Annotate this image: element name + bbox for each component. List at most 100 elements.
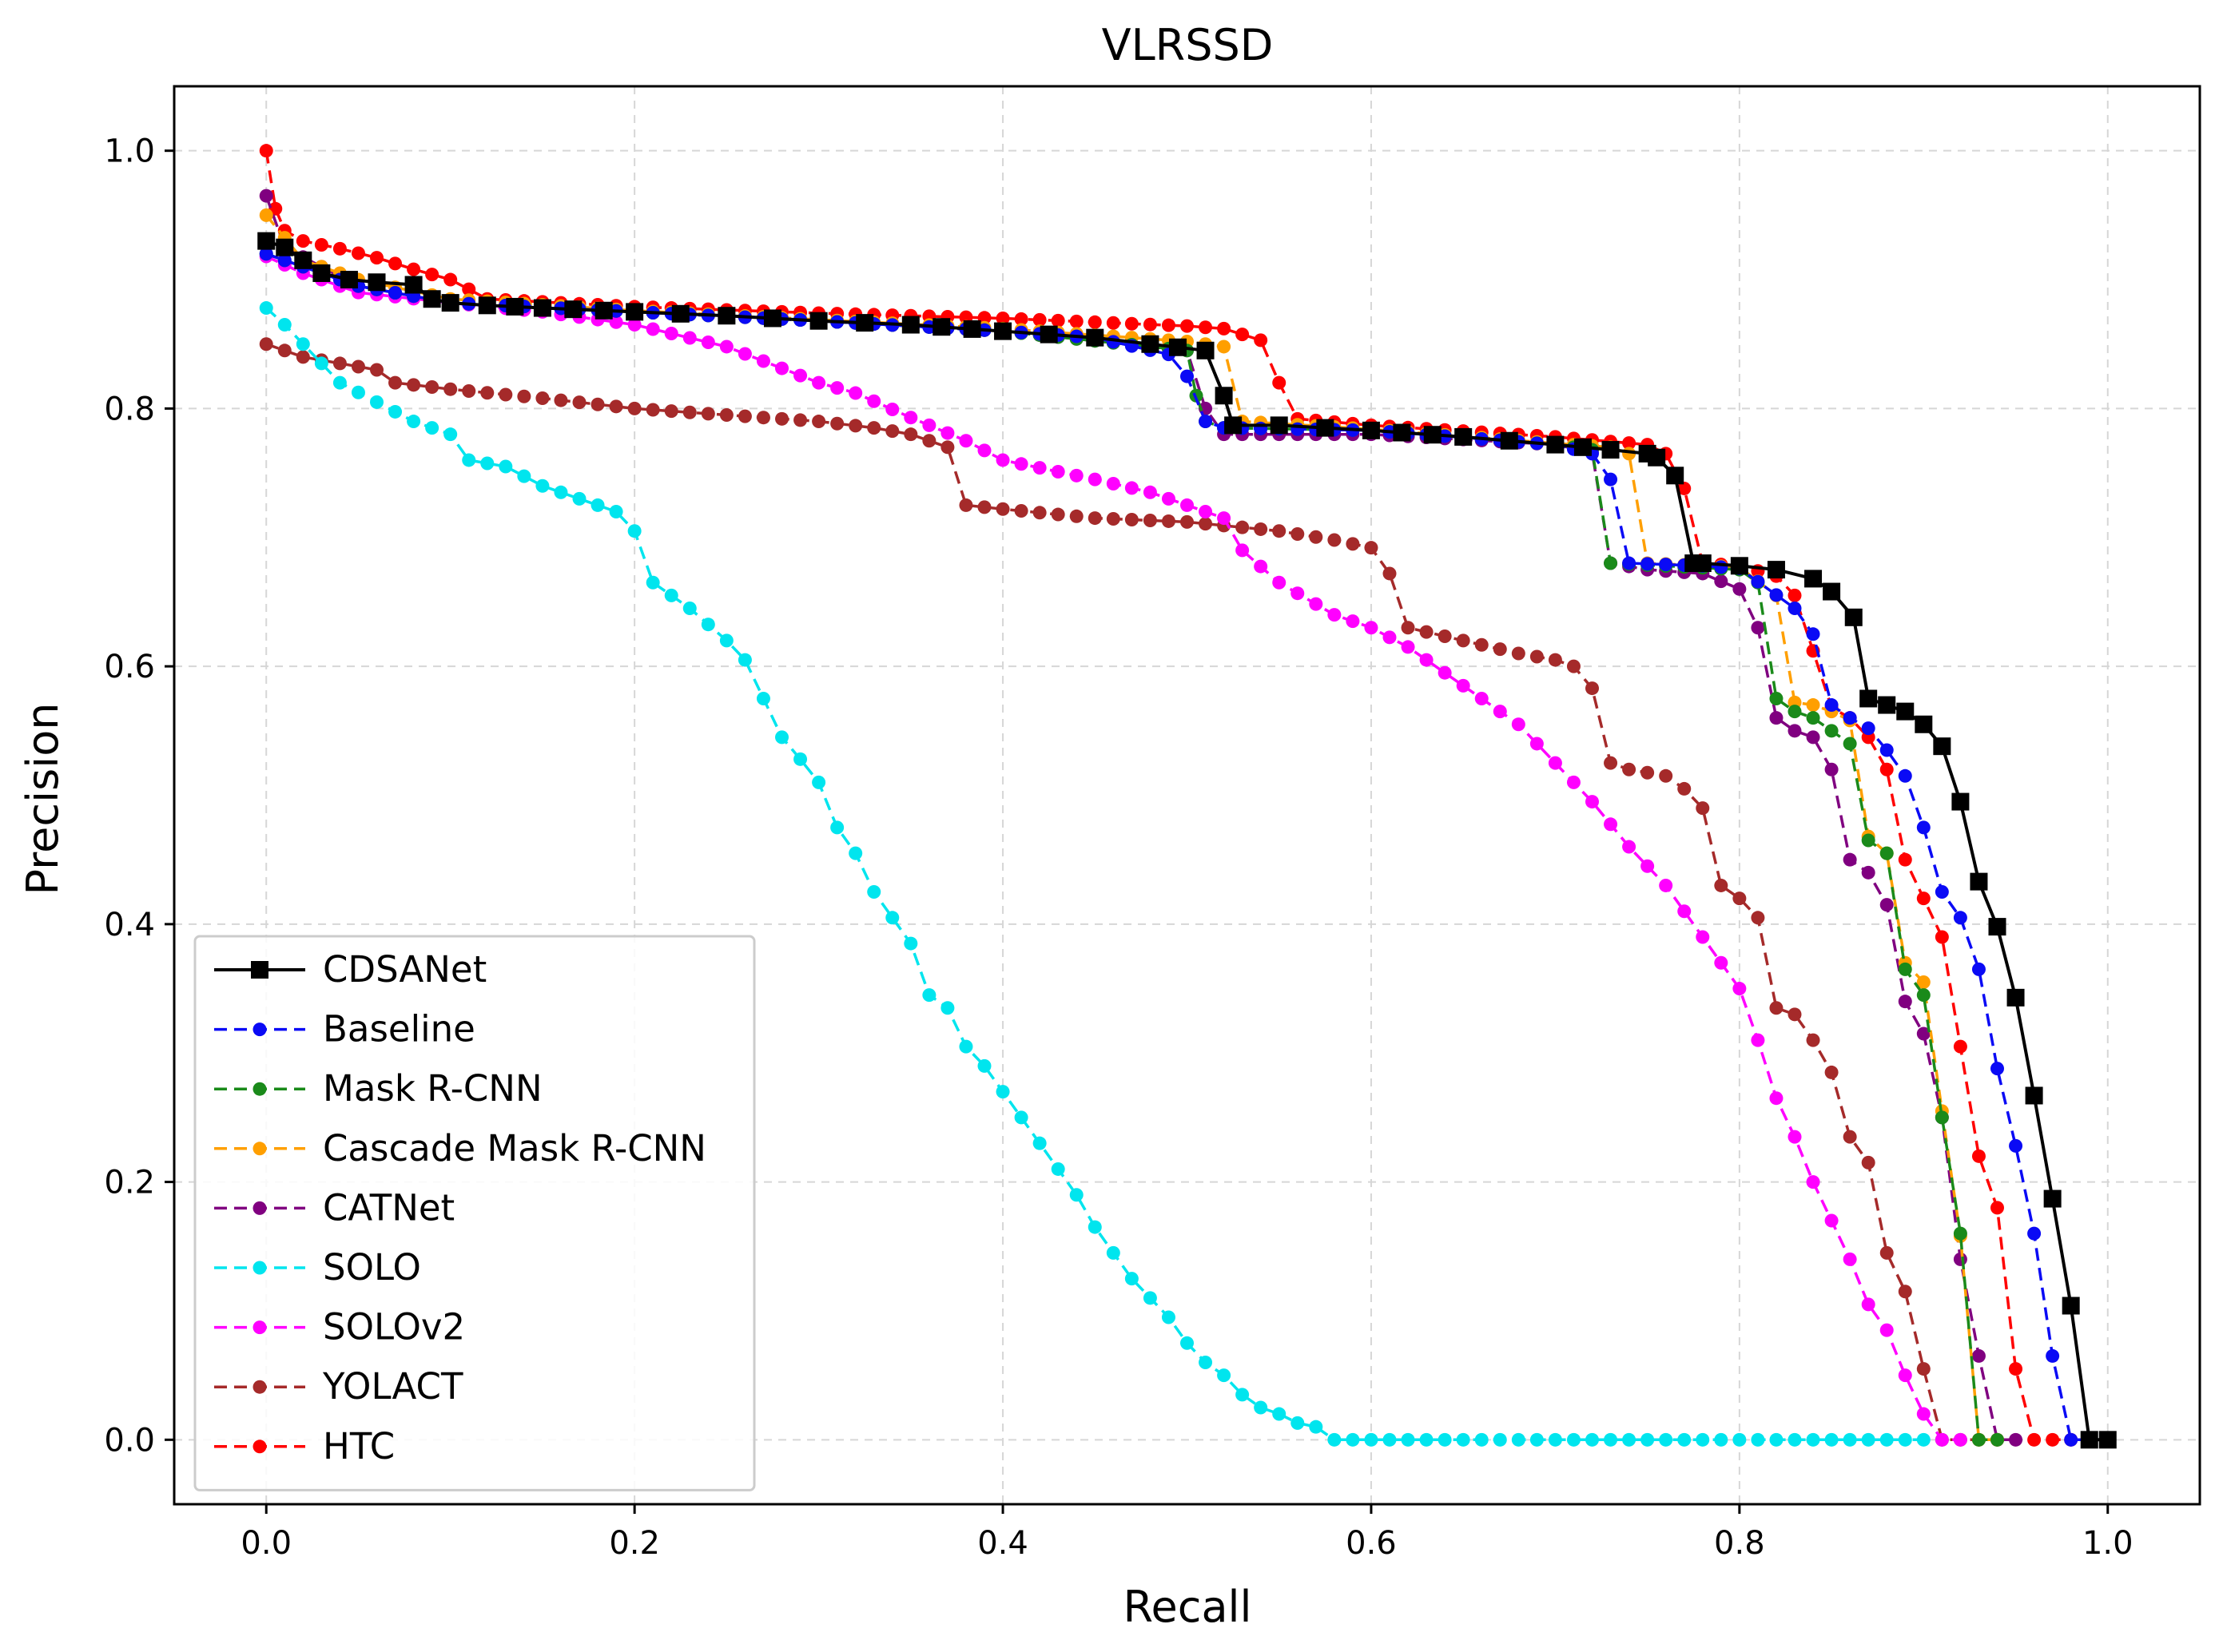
solo-point: [1051, 1162, 1065, 1176]
series-layer: [257, 144, 2117, 1449]
mask-r-cnn-point: [1824, 724, 1839, 738]
solov2-point: [1419, 653, 1434, 667]
solov2-point: [885, 402, 900, 416]
solov2-point: [609, 315, 623, 329]
solov2-point: [701, 335, 715, 349]
yolact-point: [867, 421, 881, 435]
cdsanet-point: [506, 297, 524, 316]
baseline-point: [1622, 556, 1636, 570]
baseline-point: [388, 286, 403, 300]
legend-marker-cdsanet: [251, 961, 268, 979]
baseline-point: [1879, 743, 1894, 757]
yolact-point: [738, 409, 752, 423]
cdsanet-point: [671, 304, 690, 323]
catnet-point: [1971, 1348, 1986, 1363]
solov2-point: [1511, 717, 1525, 732]
yolact-point: [830, 416, 845, 431]
solov2-point: [1327, 608, 1342, 622]
yolact-point: [1032, 506, 1047, 520]
cdsanet-point: [1648, 448, 1666, 467]
htc-point: [314, 237, 328, 252]
series-cdsanet: [257, 232, 2117, 1449]
solov2-point: [1898, 1368, 1912, 1383]
x-tick-label: 1.0: [2082, 1525, 2134, 1562]
yolact-point: [1529, 649, 1544, 664]
solov2-point: [1677, 904, 1692, 919]
yolact-point: [443, 382, 458, 396]
htc-point: [332, 241, 347, 256]
cdsanet-point: [1988, 918, 2006, 936]
solo-point: [1622, 1432, 1636, 1447]
solov2-point: [1106, 477, 1120, 491]
htc-point: [1180, 319, 1194, 333]
baseline-point: [1806, 627, 1820, 641]
htc-point: [1272, 375, 1286, 390]
x-tick-label: 0.0: [241, 1525, 292, 1562]
solov2-point: [1640, 859, 1655, 873]
solo-point: [609, 505, 623, 518]
yolact-point: [1290, 526, 1305, 541]
cdsanet-point: [478, 296, 496, 315]
cdsanet-point: [1573, 438, 1592, 456]
yolact-point: [646, 403, 660, 417]
solov2-point: [1732, 982, 1747, 996]
yolact-point: [1069, 509, 1084, 523]
mask-r-cnn-point: [1806, 711, 1820, 725]
solo-point: [1254, 1400, 1268, 1415]
htc-point: [370, 251, 384, 265]
yolact-point: [1456, 633, 1470, 648]
htc-point: [1088, 315, 1102, 329]
solov2-point: [1401, 640, 1415, 654]
solo-point: [977, 1058, 992, 1073]
cdsanet-point: [441, 294, 459, 312]
solov2-point: [1438, 665, 1452, 680]
baseline-point: [1843, 711, 1857, 725]
solov2-point: [1548, 756, 1562, 770]
htc-point: [1124, 316, 1139, 331]
yolact-point: [1861, 1155, 1875, 1170]
solo-point: [462, 453, 476, 467]
solov2-point: [1382, 630, 1397, 645]
yolact-point: [959, 498, 973, 512]
htc-point: [2046, 1432, 2060, 1447]
yolact-point: [627, 401, 642, 415]
solo-point: [1032, 1136, 1047, 1150]
solov2-point: [775, 361, 789, 375]
yolact-point: [425, 380, 439, 395]
solov2-point: [1622, 840, 1636, 854]
solov2-point: [1051, 464, 1065, 479]
yolact-point: [885, 424, 900, 439]
yolact-point: [332, 356, 347, 371]
solov2-point: [867, 394, 881, 408]
solov2-point: [793, 368, 808, 383]
legend-box: [193, 935, 756, 1491]
solov2-point: [1585, 795, 1599, 809]
yolact-point: [682, 405, 697, 419]
solo-point: [259, 301, 273, 316]
cdsanet-point: [1215, 387, 1233, 405]
baseline-point: [1604, 472, 1618, 486]
solov2-point: [1566, 775, 1581, 789]
solov2-point: [977, 443, 992, 458]
mask-r-cnn-point: [1990, 1432, 2004, 1447]
yolact-point: [1346, 537, 1360, 551]
solo-point: [407, 415, 421, 429]
htc-point: [1953, 1039, 1967, 1054]
htc-point: [1106, 316, 1120, 330]
htc-point: [2027, 1432, 2042, 1447]
solov2-point: [738, 347, 752, 361]
catnet-point: [259, 189, 273, 203]
cdsanet-point: [1767, 561, 1785, 579]
solov2-point: [1290, 586, 1305, 601]
solo-point: [849, 846, 863, 860]
solov2-point: [1529, 737, 1544, 751]
catnet-point: [2009, 1432, 2023, 1447]
yolact-point: [407, 378, 421, 392]
chart-title: VLRSSD: [1102, 20, 1274, 70]
yolact-point: [1161, 514, 1175, 528]
plot-frame: [173, 85, 2201, 1506]
cdsanet-point: [423, 290, 441, 308]
htc-point: [1971, 1149, 1986, 1163]
yolact-point: [793, 413, 808, 427]
htc-point: [1788, 588, 1802, 602]
